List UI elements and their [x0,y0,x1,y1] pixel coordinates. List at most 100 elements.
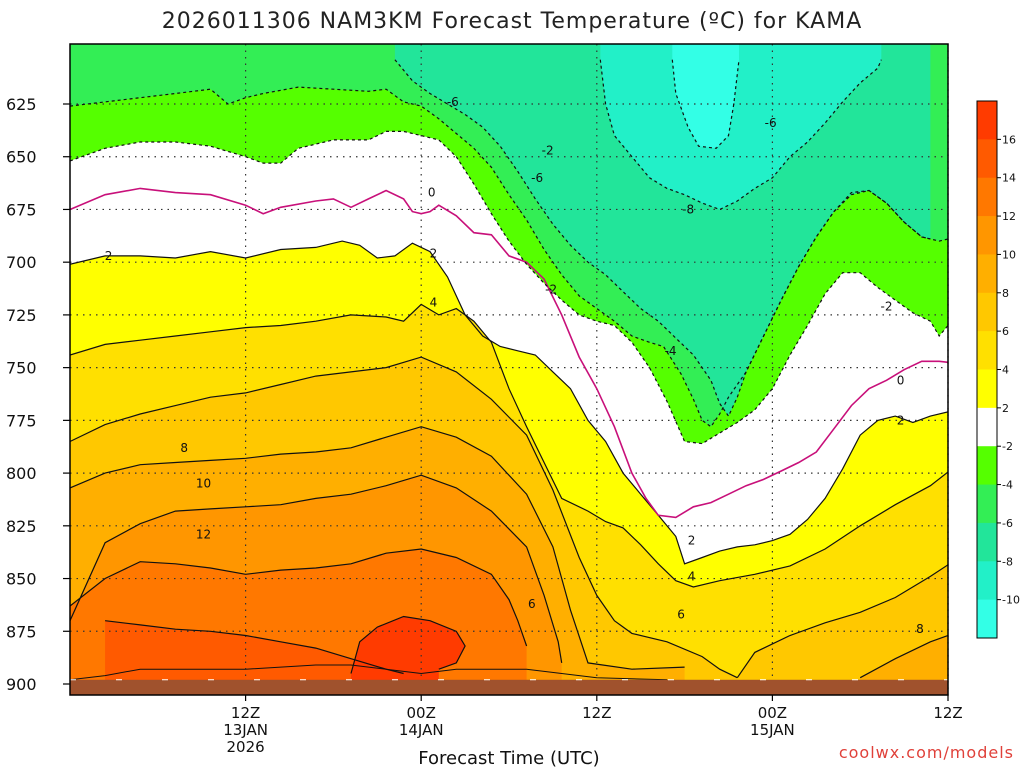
ground-surface [70,664,948,695]
colorbar-swatch [977,292,997,332]
isotherm-line-4 [70,303,948,588]
contour-label: 4 [688,569,696,583]
colorbar-swatch [977,407,997,447]
contour-label: 8 [180,441,188,455]
colorbar-swatch [977,101,997,140]
contour-label: -8 [682,202,694,216]
isotherm-line-0 [70,187,948,519]
contour-label: -4 [665,344,677,358]
isotherm-line-6 [736,564,948,679]
y-tick-label: 675 [6,200,37,219]
x-tick-label: 2026 [227,738,265,756]
contour-label: -6 [447,95,459,109]
y-tick-label: 775 [6,411,37,430]
ground-fill [70,679,948,695]
isotherm-line-6 [70,356,738,679]
y-tick-label: 750 [6,359,37,378]
y-tick-label: 700 [6,253,37,272]
colorbar-label: 6 [1002,325,1009,338]
contour-label: 6 [677,607,685,621]
isotherm-line-16 [350,615,466,674]
colorbar-swatch [977,254,997,294]
contour-label: 2 [897,413,905,427]
x-tick-label: 15JAN [750,721,795,739]
x-tick-label: 12Z [933,704,962,722]
contour-label: -6 [531,171,543,185]
colorbar-label: 4 [1002,364,1009,377]
contour-label: -2 [542,143,554,157]
isotherm-line-8 [859,634,948,679]
y-tick-label: 850 [6,570,37,589]
colorbar-label: -2 [1002,440,1013,453]
y-tick-label: 875 [6,622,37,641]
contour-label: 4 [430,295,438,309]
colorbar-swatch [977,522,997,562]
band-fill-16 [351,616,466,695]
isotherm-line--2 [70,130,948,445]
x-axis-label: Forecast Time (UTC) [418,748,599,768]
contour-label: 2 [688,534,696,548]
isotherm-line--6 [394,59,931,418]
colorbar-label: 12 [1002,210,1016,223]
contour-label: 8 [916,622,924,636]
isotherm-line-8 [70,426,685,670]
isotherm-line-10 [70,474,563,663]
isotherm-line-12 [70,548,528,647]
contour-label: 0 [428,186,436,200]
colorbar-label: 14 [1002,172,1016,185]
contour-label: 2 [105,249,113,263]
y-tick-label: 825 [6,517,37,536]
x-tick-label: 12Z [231,704,260,722]
isotherm-line-14 [105,620,404,675]
colorbar-swatch [977,331,997,370]
x-tick-label: 00Z [407,704,436,722]
colorbar-swatch [977,177,997,217]
colorbar-label: -8 [1002,555,1013,568]
y-tick-label: 725 [6,306,37,325]
x-tick-label: 00Z [758,704,787,722]
isotherm-contours [70,59,948,679]
colorbar-label: 10 [1002,248,1016,261]
contour-label: 2 [430,247,438,261]
contour-label: -2 [881,299,893,313]
colorbar-label: 2 [1002,402,1009,415]
contour-label: -6 [765,116,777,130]
y-tick-label: 625 [6,95,37,114]
band-fill-14 [105,620,404,695]
contour-label: 12 [196,527,211,541]
colorbar-label: -6 [1002,517,1013,530]
contour-label: -2 [545,283,557,297]
isotherm-line-2 [70,240,948,565]
colorbar-swatch [977,561,997,601]
contour-labels: -6 -2 -6 -6 -8 0 2 2 4 -2 -4 -2 0 2 8 10 12 6 2 4 6 8 [105,95,924,636]
colorbar: 16 14 12 10 8 6 4 2 -2 -4 -6 -8 -10 [976,100,1020,639]
isotherm-line--4 [70,86,948,428]
y-tick-label: 800 [6,464,37,483]
colorbar-swatch [977,139,997,179]
colorbar-swatch [977,369,997,409]
y-axis-ticks: 625 650 675 700 725 750 775 800 825 850 875 900 [6,95,70,694]
temperature-color-bands [70,44,948,695]
plot-frame [69,43,949,696]
contour-label: 10 [196,477,211,491]
x-tick-label: 13JAN [223,721,268,739]
x-tick-label: 12Z [582,704,611,722]
colorbar-label: -10 [1002,594,1020,607]
colorbar-swatch [977,599,997,639]
isotherm-line--8 [599,59,882,211]
colorbar-swatch [977,484,997,524]
colorbar-swatch [977,216,997,255]
y-tick-label: 900 [6,675,37,694]
near-surface-line [70,664,668,681]
colorbar-label: 8 [1002,287,1009,300]
colorbar-label: 16 [1002,133,1016,146]
colorbar-swatch [977,446,997,486]
contour-label: 6 [528,597,536,611]
chart-title: 2026011306 NAM3KM Forecast Temperature (… [162,9,863,34]
watermark-text: coolwx.com/models [839,743,1014,762]
band-fill--10 [672,44,739,149]
colorbar-label: -4 [1002,479,1013,492]
y-tick-label: 650 [6,148,37,167]
